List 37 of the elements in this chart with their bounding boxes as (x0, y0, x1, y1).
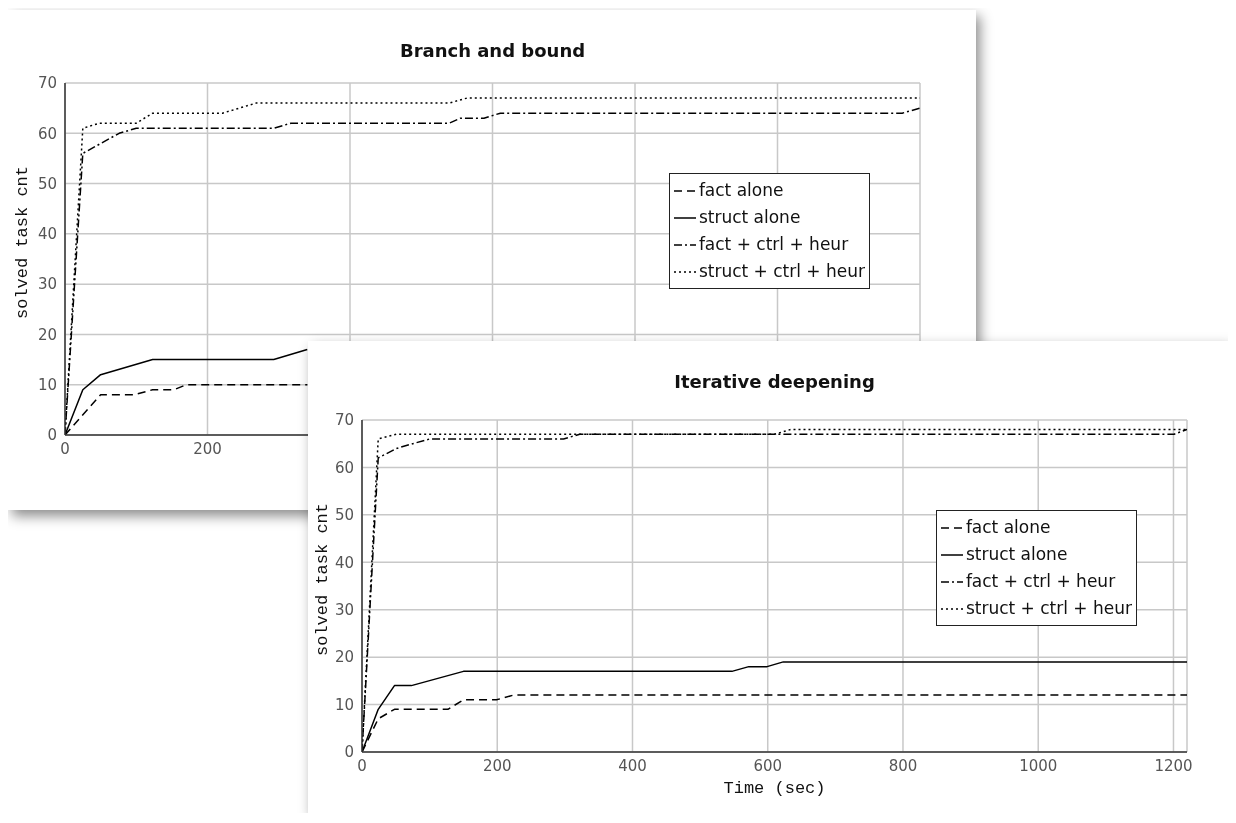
y-tick-label: 0 (47, 426, 57, 445)
y-tick-label: 10 (37, 376, 57, 395)
legend-label: struct alone (965, 543, 1068, 566)
x-tick-label: 0 (357, 756, 367, 775)
chart-title: Iterative deepening (673, 371, 876, 392)
legend-label: fact + ctrl + heur (965, 570, 1116, 593)
y-tick-label: 40 (334, 553, 354, 572)
x-tick-label: 600 (753, 756, 783, 775)
y-tick-label: 60 (334, 458, 354, 477)
y-tick-label: 60 (37, 124, 57, 143)
y-tick-label: 70 (334, 411, 354, 430)
legend-label: fact alone (698, 179, 784, 202)
x-axis-title: Time (sec) (722, 779, 827, 798)
y-tick-label: 50 (334, 506, 354, 525)
y-axis-title: solved task cnt (12, 165, 32, 321)
y-tick-label: 50 (37, 174, 57, 193)
y-tick-label: 30 (37, 275, 57, 294)
x-tick-label: 1000 (1019, 756, 1058, 775)
legend-label: fact alone (965, 516, 1051, 539)
y-tick-label: 10 (334, 695, 354, 714)
x-tick-label: 200 (482, 756, 512, 775)
y-tick-label: 40 (37, 225, 57, 244)
legend-label: struct alone (698, 206, 801, 229)
y-tick-label: 30 (334, 601, 354, 620)
legend-label: fact + ctrl + heur (698, 233, 849, 256)
y-tick-label: 20 (334, 648, 354, 667)
x-tick-label: 1200 (1154, 756, 1193, 775)
legend-label: struct + ctrl + heur (698, 260, 865, 283)
y-tick-label: 70 (37, 74, 57, 93)
y-tick-label: 20 (37, 325, 57, 344)
legend-label: struct + ctrl + heur (965, 597, 1132, 620)
x-tick-label: 400 (618, 756, 647, 775)
y-tick-label: 0 (344, 743, 354, 762)
chart-title: Branch and bound (398, 40, 587, 61)
y-axis-title: solved task cnt (312, 502, 332, 658)
x-tick-label: 200 (193, 439, 222, 458)
x-tick-label: 800 (888, 756, 918, 775)
